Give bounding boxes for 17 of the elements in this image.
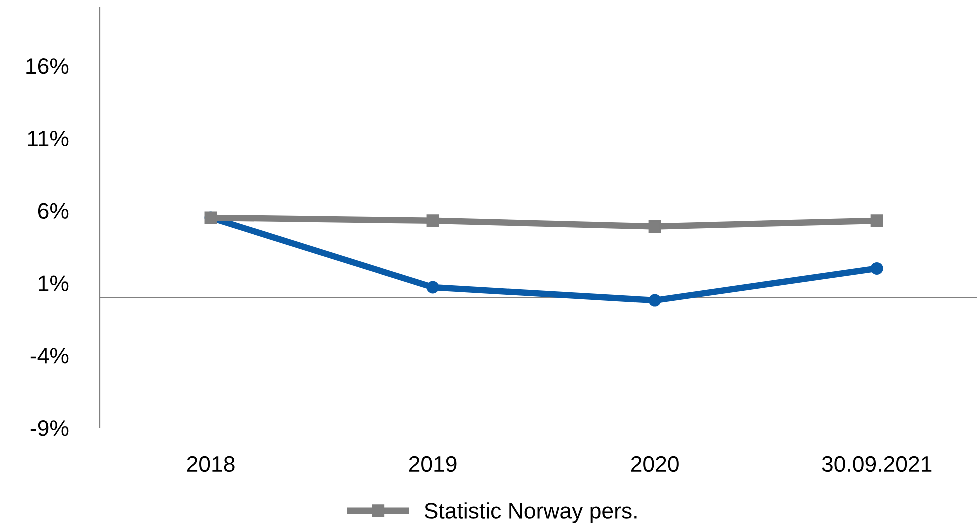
y-tick-label: 6% xyxy=(38,203,69,220)
legend-label: Statistic Norway pers. xyxy=(424,502,637,523)
x-tick-label: 30.09.2021 xyxy=(822,456,932,472)
point xyxy=(870,262,884,275)
y-tick-label: -9% xyxy=(30,420,69,436)
x-tick-label: 2018 xyxy=(187,456,235,472)
x-tick-label: 2020 xyxy=(631,456,679,472)
y-tick-label: 16% xyxy=(26,58,69,74)
y-tick-label: -4% xyxy=(30,348,69,364)
point xyxy=(870,214,884,228)
point xyxy=(426,281,440,294)
point xyxy=(648,294,662,307)
point xyxy=(426,214,440,228)
y-tick-label: 11% xyxy=(28,130,69,147)
y-tick-label: 1% xyxy=(39,276,69,292)
point xyxy=(648,220,662,233)
x-tick-label: 2019 xyxy=(409,456,457,472)
